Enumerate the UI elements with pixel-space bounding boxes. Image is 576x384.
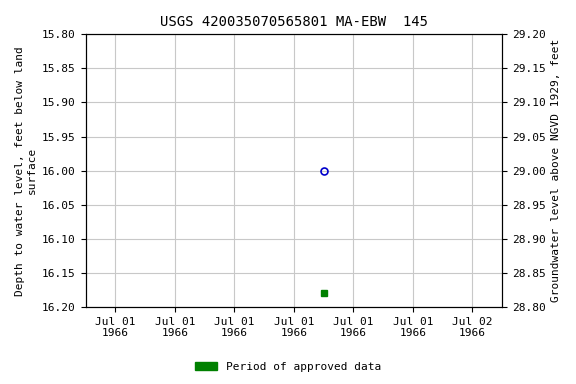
Title: USGS 420035070565801 MA-EBW  145: USGS 420035070565801 MA-EBW 145 bbox=[160, 15, 428, 29]
Y-axis label: Groundwater level above NGVD 1929, feet: Groundwater level above NGVD 1929, feet bbox=[551, 39, 561, 302]
Legend: Period of approved data: Period of approved data bbox=[191, 358, 385, 377]
Y-axis label: Depth to water level, feet below land
surface: Depth to water level, feet below land su… bbox=[15, 46, 37, 296]
